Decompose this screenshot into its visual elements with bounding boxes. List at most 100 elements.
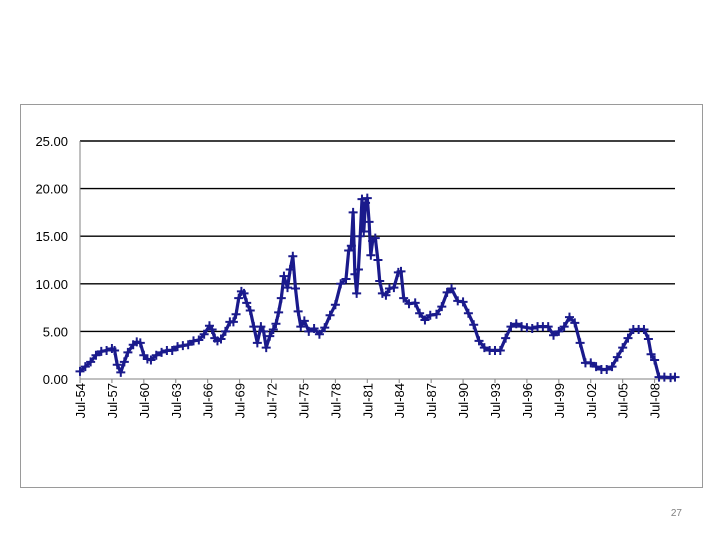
data-point	[447, 284, 457, 294]
x-tick-label: Jul-84	[392, 383, 407, 418]
data-point	[112, 360, 122, 370]
data-point	[325, 310, 335, 320]
data-point	[285, 265, 295, 275]
data-point	[216, 334, 226, 344]
data-point	[474, 336, 484, 346]
y-axis-tick-labels: 0.00 5.00 10.00 15.00 20.00 25.00	[35, 134, 68, 387]
data-point	[231, 309, 241, 319]
data-point	[399, 293, 409, 303]
x-tick-label: Jul-66	[201, 383, 216, 418]
data-point	[75, 366, 85, 376]
data-point	[362, 193, 372, 203]
data-point	[194, 335, 204, 345]
data-point	[256, 322, 266, 332]
data-point	[183, 340, 193, 350]
data-point	[242, 298, 252, 308]
data-point	[618, 343, 628, 353]
data-point	[410, 298, 420, 308]
x-tick-label: Jul-93	[488, 383, 503, 418]
data-point	[373, 255, 383, 265]
data-point	[330, 300, 340, 310]
y-tick-label: 15.00	[35, 229, 68, 244]
data-point	[239, 288, 249, 298]
x-tick-label: Jul-96	[520, 383, 535, 418]
data-point	[341, 274, 351, 284]
data-point	[355, 231, 365, 241]
data-point	[366, 250, 376, 260]
x-tick-label: Jul-57	[105, 383, 120, 418]
data-point	[643, 334, 653, 344]
data-point	[431, 309, 441, 319]
data-point	[554, 326, 564, 336]
data-point	[296, 322, 306, 332]
data-point	[167, 345, 177, 355]
data-point	[265, 331, 275, 341]
data-point	[268, 324, 278, 334]
data-point	[458, 297, 468, 307]
data-point	[123, 347, 133, 357]
data-point	[612, 352, 622, 362]
data-point	[348, 207, 358, 217]
data-point	[607, 362, 617, 372]
x-axis-tick-labels: Jul-54 Jul-57 Jul-60 Jul-63 Jul-66 Jul-69 Jul-…	[73, 383, 663, 418]
data-point	[274, 307, 284, 317]
data-point	[207, 324, 217, 334]
chart-frame: 0.00 5.00 10.00 15.00 20.00 25.00 Jul-54 Jul-5…	[20, 104, 703, 488]
x-tick-label: Jul-02	[584, 383, 599, 418]
data-point	[80, 362, 90, 372]
data-point	[670, 372, 680, 382]
data-point	[135, 338, 145, 348]
data-point	[146, 355, 156, 365]
data-point	[543, 322, 553, 332]
axes	[79, 141, 675, 383]
data-point	[344, 245, 354, 255]
data-point	[157, 347, 167, 357]
data-point	[290, 284, 300, 294]
data-point	[639, 324, 649, 334]
data-point	[549, 330, 559, 340]
data-point	[570, 318, 580, 328]
data-point	[353, 265, 363, 275]
x-tick-label: Jul-69	[233, 383, 248, 418]
data-point	[252, 338, 262, 348]
data-point	[288, 251, 298, 261]
data-point	[220, 326, 230, 336]
data-point	[110, 345, 120, 355]
data-point	[437, 302, 447, 312]
data-point	[271, 319, 281, 329]
data-point	[479, 343, 489, 353]
data-point	[623, 333, 633, 343]
slide-number: 27	[670, 508, 682, 519]
data-point	[350, 269, 360, 279]
x-tick-label: Jul-05	[616, 383, 631, 418]
data-point	[299, 316, 309, 326]
y-tick-label: 0.00	[43, 372, 68, 387]
data-point	[381, 290, 391, 300]
x-tick-label: Jul-81	[360, 383, 375, 418]
data-point	[86, 357, 96, 367]
data-point	[309, 324, 319, 334]
data-point	[646, 349, 656, 359]
data-point	[586, 358, 596, 368]
x-tick-label: Jul-99	[552, 383, 567, 418]
data-point	[364, 217, 374, 227]
data-point	[463, 308, 473, 318]
data-point	[282, 283, 292, 293]
data-point	[119, 357, 129, 367]
x-tick-label: Jul-90	[456, 383, 471, 418]
data-point	[293, 306, 303, 316]
data-point	[199, 329, 209, 339]
data-point	[245, 305, 255, 315]
y-tick-label: 10.00	[35, 277, 68, 292]
data-point	[564, 312, 574, 322]
data-point	[469, 320, 479, 330]
y-tick-label: 5.00	[43, 324, 68, 339]
y-tick-label: 20.00	[35, 182, 68, 197]
data-point	[559, 322, 569, 332]
data-point	[602, 364, 612, 374]
data-point	[228, 317, 238, 327]
data-point	[314, 329, 324, 339]
data-point	[91, 350, 101, 360]
data-point	[261, 343, 271, 353]
